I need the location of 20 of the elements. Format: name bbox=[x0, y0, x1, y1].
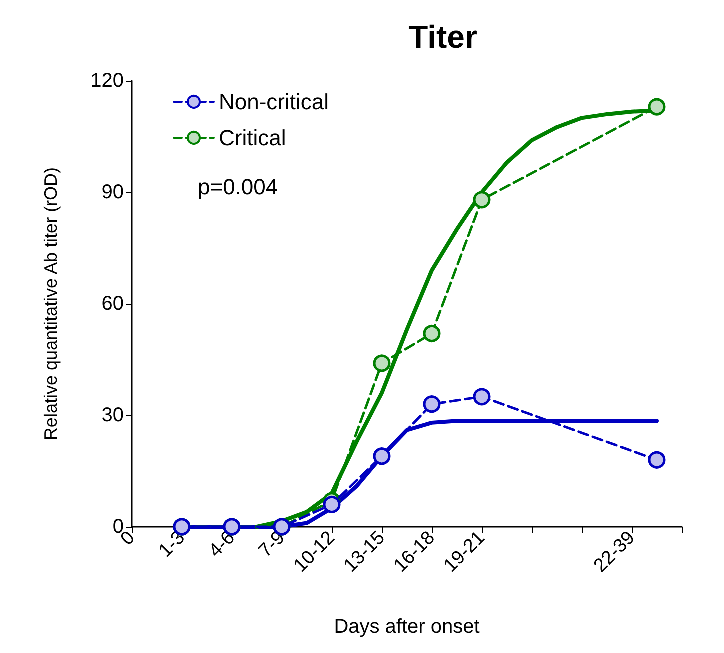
x-tick-label: 4-6 bbox=[205, 528, 240, 562]
point bbox=[323, 496, 341, 514]
point bbox=[423, 324, 441, 342]
y-tick-label: 60 bbox=[102, 293, 124, 315]
legend-label: Non-critical bbox=[219, 90, 330, 114]
point bbox=[648, 451, 666, 469]
y-tick-label: 120 bbox=[90, 70, 124, 92]
point bbox=[373, 448, 391, 466]
point bbox=[473, 388, 491, 406]
point bbox=[648, 98, 666, 116]
chart-title: Titer bbox=[408, 19, 478, 55]
y-axis-title: Relative quantitative Ab titer (rOD) bbox=[41, 167, 61, 441]
point bbox=[473, 191, 491, 209]
legend-label: Critical bbox=[219, 126, 286, 150]
y-tick-label: 90 bbox=[102, 182, 124, 204]
point bbox=[373, 354, 391, 372]
point bbox=[423, 396, 441, 414]
x-axis-title: Days after onset bbox=[334, 616, 480, 638]
y-tick-label: 30 bbox=[102, 404, 124, 426]
annotation: p=0.004 bbox=[198, 174, 278, 200]
